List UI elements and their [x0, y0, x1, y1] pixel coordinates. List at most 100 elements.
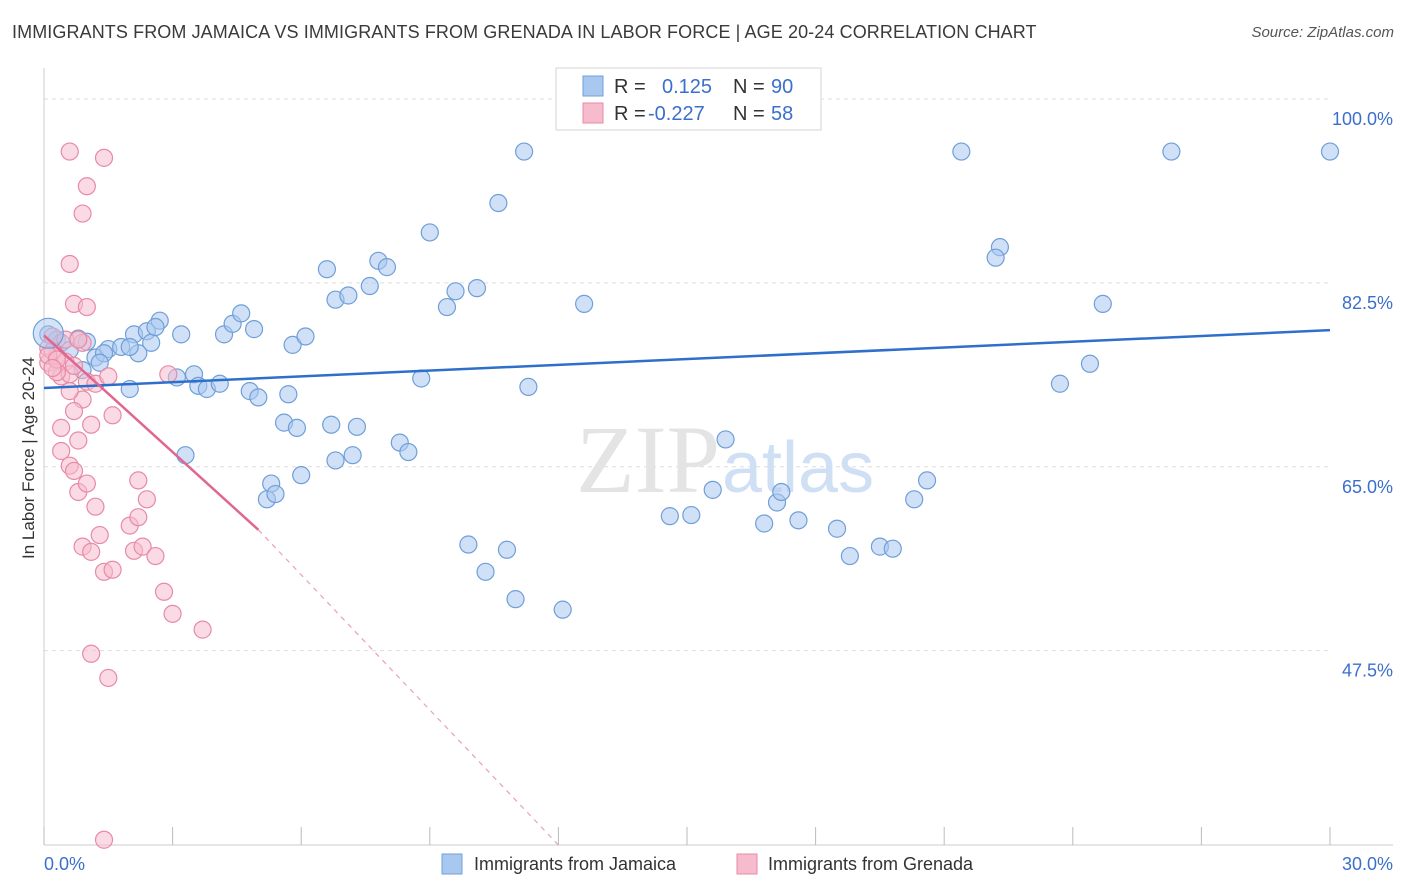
point-grenada [90, 525, 109, 545]
series-legend-label-jamaica: Immigrants from Jamaica [474, 854, 677, 874]
legend-r-value-grenada: -0.227 [648, 103, 705, 125]
point-jamaica [279, 385, 298, 404]
point-jamaica [343, 446, 362, 465]
axes-layer: 100.0% 82.5% 65.0% 47.5% 0.0% 30.0% [43, 68, 1393, 874]
point-grenada [60, 142, 79, 161]
point-jamaica [1050, 374, 1070, 393]
y-tick-label: 100.0% [1332, 109, 1393, 129]
point-grenada [69, 330, 88, 349]
point-jamaica [682, 505, 701, 525]
point-grenada [86, 497, 105, 516]
y-tick-label: 65.0% [1342, 477, 1393, 497]
watermark-atlas: atlas [722, 428, 874, 508]
point-jamaica [412, 369, 431, 388]
point-grenada [133, 537, 152, 556]
point-grenada [73, 204, 92, 223]
point-grenada [82, 644, 101, 663]
point-jamaica [1093, 294, 1112, 313]
point-grenada [77, 177, 96, 196]
point-grenada [146, 546, 165, 566]
point-jamaica [146, 317, 165, 337]
point-grenada [82, 415, 101, 434]
point-jamaica [244, 320, 264, 339]
stats-legend: R = 0.125 N = 90 R = -0.227 N = 58 [555, 67, 822, 131]
legend-swatch-grenada [582, 102, 604, 124]
point-grenada [77, 297, 96, 317]
legend-n-value-jamaica: 90 [771, 76, 793, 98]
point-jamaica [840, 546, 859, 566]
point-grenada [94, 148, 114, 167]
legend-n-label-2: N = [733, 103, 765, 125]
point-jamaica [497, 540, 517, 559]
point-grenada [99, 668, 118, 688]
point-jamaica [827, 519, 847, 538]
point-grenada [159, 365, 178, 384]
series-legend: Immigrants from Jamaica Immigrants from … [441, 853, 974, 875]
point-grenada [94, 830, 114, 849]
point-jamaica [755, 514, 774, 533]
point-grenada [193, 620, 212, 639]
point-jamaica [1080, 354, 1100, 373]
point-jamaica [176, 446, 195, 465]
y-tick-label: 47.5% [1342, 661, 1393, 681]
legend-swatch-jamaica [582, 75, 604, 97]
point-jamaica [296, 327, 315, 346]
point-jamaica [232, 304, 251, 323]
point-jamaica [292, 466, 311, 485]
point-jamaica [322, 415, 341, 434]
point-jamaica [703, 480, 722, 499]
point-jamaica [575, 294, 594, 313]
point-jamaica [347, 417, 367, 436]
point-jamaica [515, 142, 534, 161]
point-jamaica [399, 442, 418, 462]
point-jamaica [90, 353, 109, 372]
point-jamaica [210, 374, 229, 393]
legend-r-value-jamaica: 0.125 [662, 76, 712, 98]
trend-layer [43, 328, 1331, 846]
point-jamaica [326, 451, 345, 470]
point-jamaica [506, 590, 525, 609]
trendline-grenada [43, 334, 260, 531]
point-jamaica [377, 258, 397, 277]
point-jamaica [283, 335, 302, 354]
point-jamaica [476, 562, 495, 581]
point-grenada [52, 418, 71, 437]
point-grenada [60, 254, 79, 274]
point-jamaica-cluster [32, 317, 64, 349]
point-jamaica [437, 297, 457, 317]
point-grenada [137, 490, 156, 509]
point-grenada [64, 401, 84, 421]
point-jamaica [519, 377, 538, 397]
point-jamaica [1162, 142, 1181, 161]
point-jamaica [339, 286, 358, 305]
point-grenada [64, 356, 84, 375]
point-jamaica [360, 276, 379, 296]
point-jamaica [1320, 142, 1340, 161]
point-grenada [43, 358, 62, 378]
watermark-zip: ZIP [576, 406, 720, 513]
point-jamaica [917, 471, 937, 490]
legend-r-label-2: R = [614, 103, 646, 125]
trendline-grenada-extension [257, 529, 559, 846]
point-grenada [99, 367, 118, 386]
legend-r-label-1: R = [614, 76, 646, 98]
point-grenada [60, 382, 79, 401]
point-jamaica [459, 535, 478, 554]
point-jamaica [420, 223, 439, 242]
series-legend-swatch-grenada [736, 853, 758, 875]
point-jamaica [489, 193, 508, 213]
point-jamaica [883, 539, 902, 558]
point-jamaica [120, 337, 139, 357]
point-grenada [154, 582, 174, 601]
chart-title: IMMIGRANTS FROM JAMAICA VS IMMIGRANTS FR… [12, 22, 1037, 42]
point-grenada [69, 431, 88, 450]
x-tick-label-max: 30.0% [1342, 854, 1393, 874]
point-jamaica [905, 490, 924, 509]
source-credit: Source: ZipAtlas.com [1251, 24, 1394, 41]
point-grenada [82, 542, 101, 561]
point-grenada [103, 560, 122, 579]
point-jamaica [772, 482, 791, 502]
point-grenada [64, 461, 84, 481]
point-jamaica [266, 484, 285, 504]
